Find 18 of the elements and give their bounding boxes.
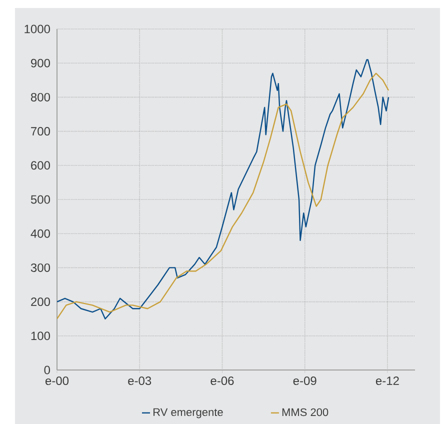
y-tick-label: 600 xyxy=(31,161,50,170)
legend-label: MMS 200 xyxy=(282,408,328,416)
x-tick-label: e-00 xyxy=(46,376,69,386)
x-tick-label: e-12 xyxy=(376,376,399,386)
x-tick-label: e-09 xyxy=(293,376,316,386)
y-tick-label: 800 xyxy=(30,92,50,102)
y-tick-label: 200 xyxy=(31,298,50,306)
x-tick-label: e-03 xyxy=(128,376,152,386)
y-tick-label: 700 xyxy=(31,127,50,136)
y-tick-label: 0 xyxy=(44,366,50,374)
y-tick-label: 300 xyxy=(30,263,50,272)
y-tick-label: 100 xyxy=(31,332,50,340)
y-tick-label: 1000 xyxy=(24,24,50,34)
y-tick-label: 900 xyxy=(31,58,50,68)
y-tick-label: 400 xyxy=(30,229,50,238)
x-tick-label: e-06 xyxy=(210,376,234,386)
legend-label: RV emergente xyxy=(154,408,223,418)
y-tick-label: 500 xyxy=(30,195,50,204)
